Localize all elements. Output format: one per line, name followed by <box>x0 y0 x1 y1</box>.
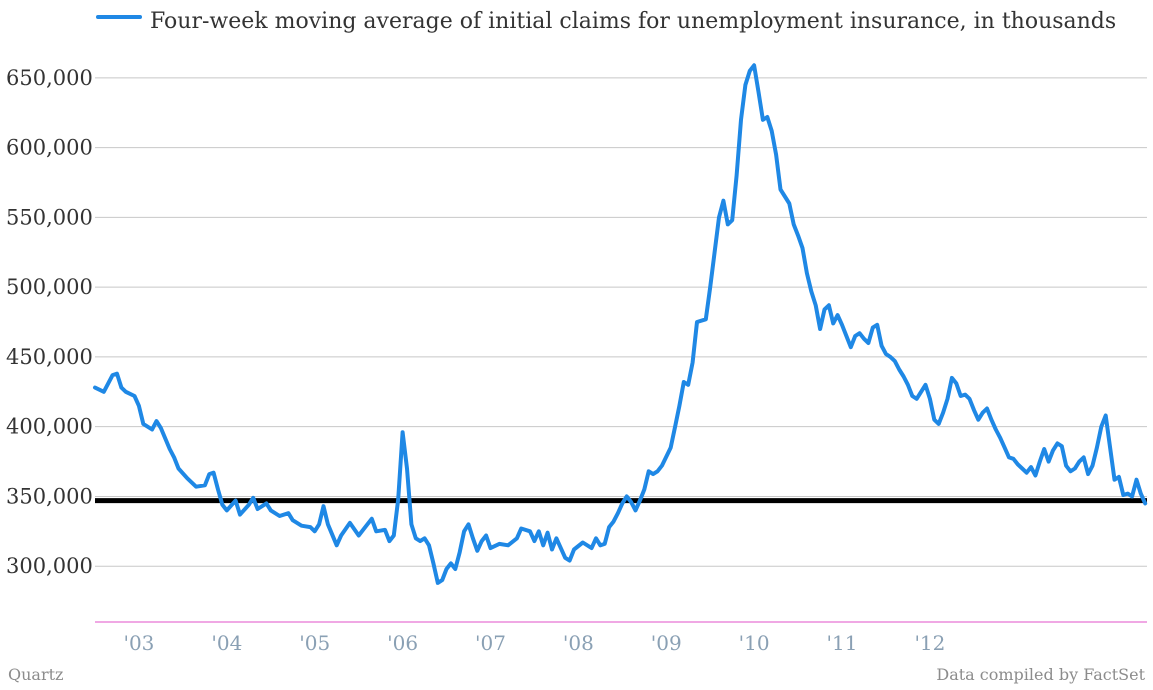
y-tick-label: 400,000 <box>6 415 93 439</box>
y-tick-label: 600,000 <box>6 136 93 160</box>
gridlines <box>95 77 1147 567</box>
x-tick-label: '10 <box>739 631 770 655</box>
x-tick-label: '08 <box>563 631 594 655</box>
y-axis-ticks: 300,000 350,000 400,000 450,000 500,000 550,0… <box>6 66 93 578</box>
x-tick-label: '07 <box>475 631 506 655</box>
x-tick-label: '05 <box>299 631 330 655</box>
x-tick-label: '09 <box>651 631 682 655</box>
x-tick-label: '04 <box>211 631 242 655</box>
legend: Four-week moving average of initial clai… <box>96 9 1116 34</box>
legend-label: Four-week moving average of initial clai… <box>150 9 1116 34</box>
x-axis-ticks: '03 '04 '05 '06 '07 '08 '09 '10 '11 '12 <box>123 631 945 655</box>
x-tick-label: '12 <box>914 631 945 655</box>
y-tick-label: 500,000 <box>6 275 93 299</box>
y-tick-label: 450,000 <box>6 345 93 369</box>
y-tick-label: 650,000 <box>6 66 93 90</box>
x-tick-label: '06 <box>387 631 418 655</box>
series-line-initial-claims <box>93 63 1148 585</box>
x-tick-label: '03 <box>123 631 154 655</box>
x-tick-label: '11 <box>827 631 858 655</box>
y-tick-label: 300,000 <box>6 554 93 578</box>
source-right: Data compiled by FactSet <box>936 665 1145 684</box>
source-left: Quartz <box>8 665 63 684</box>
y-tick-label: 550,000 <box>6 205 93 229</box>
y-tick-label: 350,000 <box>6 484 93 508</box>
